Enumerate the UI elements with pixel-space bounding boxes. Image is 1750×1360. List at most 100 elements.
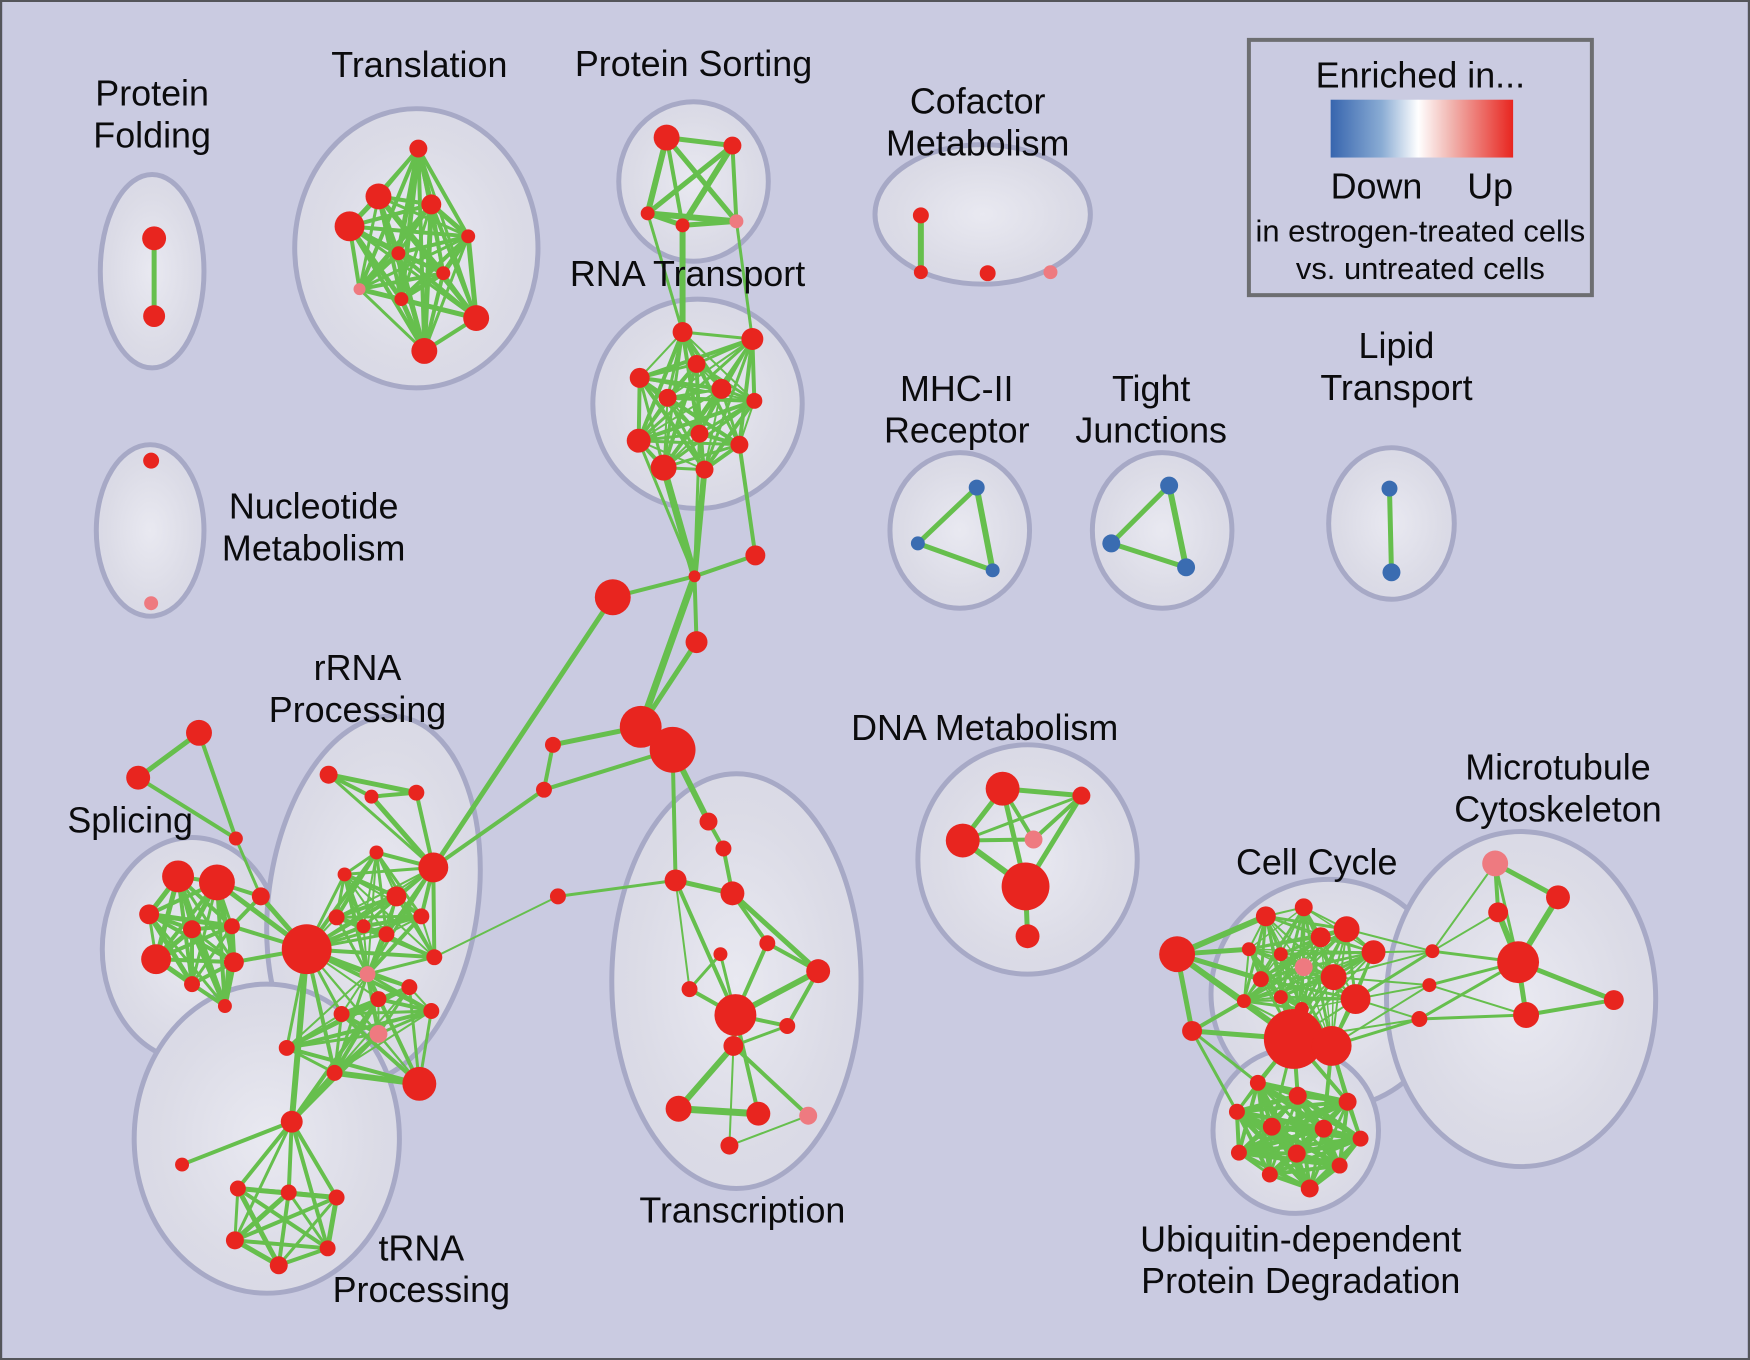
edge: [1190, 1029, 1260, 1085]
edge: [234, 837, 263, 898]
node-cc3: [1333, 916, 1360, 943]
node-cc10: [1320, 964, 1347, 991]
edge: [347, 224, 427, 353]
cluster-label-lipid-transport: Transport: [1320, 368, 1472, 408]
node-cl2: [536, 781, 552, 798]
edge: [1190, 1029, 1239, 1114]
node-rr12: [359, 966, 376, 983]
node-rr16: [333, 1006, 350, 1022]
node-cm3_: [720, 881, 745, 906]
node-ps2: [640, 206, 655, 221]
node-t4: [461, 229, 476, 244]
edge: [1417, 1013, 1528, 1021]
node-tn2: [280, 1184, 297, 1201]
node-tr1: [126, 765, 151, 790]
edge: [233, 1120, 294, 1242]
cluster-label-microtubule-cytoskeleton: Microtubule: [1465, 748, 1650, 788]
node-rr20: [326, 1064, 343, 1081]
edge: [556, 878, 678, 898]
node-ub0: [1249, 1074, 1266, 1091]
node-rt11: [695, 460, 714, 479]
cluster-ellipse-protein-sorting: [616, 99, 771, 264]
edge: [1524, 998, 1616, 1018]
node-ub9: [1331, 1157, 1348, 1174]
node-m1: [910, 536, 925, 551]
node-tx10: [720, 1136, 739, 1155]
node-tn5: [319, 1240, 336, 1257]
edge: [646, 211, 685, 334]
node-ub4: [1262, 1117, 1281, 1136]
node-ub6: [1352, 1130, 1369, 1147]
edge: [729, 890, 821, 974]
edge: [430, 594, 616, 870]
node-mc2: [1422, 978, 1437, 993]
node-rr11: [281, 924, 332, 975]
edge: [1386, 486, 1394, 575]
edge: [692, 574, 699, 645]
node-rt4: [658, 388, 677, 407]
node-tx0: [759, 935, 776, 952]
edge: [673, 878, 738, 1018]
edge: [190, 924, 234, 986]
cluster-label-mhc-ii-receptor: Receptor: [884, 411, 1030, 451]
cluster-label-dna-metabolism: DNA Metabolism: [851, 708, 1118, 748]
node-dm1: [1072, 786, 1091, 805]
cluster-ellipse-tight-junctions: [1089, 450, 1235, 611]
node-nm1: [144, 596, 159, 611]
edge: [915, 485, 980, 546]
cluster-label-mhc-ii-receptor: MHC-II: [900, 369, 1014, 409]
edge: [285, 997, 380, 1050]
node-cc2: [1294, 898, 1313, 917]
edge: [284, 1045, 422, 1086]
node-ub11: [1300, 1179, 1319, 1198]
edge: [285, 1032, 380, 1050]
node-cc4: [1310, 927, 1331, 948]
edge: [637, 572, 699, 731]
edge: [638, 331, 684, 379]
edge: [1236, 1126, 1327, 1156]
node-dm5: [1015, 924, 1040, 949]
edge: [276, 1190, 291, 1268]
node-cc9: [1252, 971, 1269, 988]
node-dm2: [945, 823, 980, 858]
edge: [358, 194, 380, 291]
edge: [734, 219, 754, 341]
edge: [1354, 949, 1434, 1001]
legend-title: Enriched in...: [1316, 56, 1525, 96]
node-sp5: [141, 944, 172, 975]
edge: [1242, 975, 1336, 1003]
edge: [693, 432, 702, 578]
edge: [637, 439, 706, 471]
node-ps4: [729, 214, 744, 229]
edge: [385, 933, 436, 959]
edge: [362, 925, 369, 976]
edge: [431, 787, 546, 870]
node-cj: [688, 570, 701, 583]
edge: [675, 1105, 762, 1118]
edge: [703, 337, 754, 472]
edge: [1247, 936, 1322, 951]
edge: [973, 484, 996, 574]
edge: [675, 1042, 737, 1112]
node-m0: [968, 479, 985, 496]
node-cr: [745, 545, 766, 566]
edge: [136, 775, 238, 841]
node-lt1: [1382, 563, 1401, 582]
node-t8: [394, 292, 409, 307]
edge: [288, 946, 310, 1125]
node-rr14: [401, 979, 418, 996]
node-cl3: [549, 888, 566, 905]
edge: [737, 337, 755, 447]
cluster-label-cofactor-metabolism: Metabolism: [886, 124, 1069, 164]
edge: [394, 894, 436, 959]
node-t1: [365, 183, 392, 210]
node-rr18: [369, 1024, 388, 1043]
node-pf0: [142, 226, 167, 251]
edge: [465, 233, 479, 321]
node-sp4: [223, 918, 240, 935]
node-mc1: [1425, 944, 1440, 959]
edge: [232, 1238, 330, 1251]
cluster-label-ubiquitin-degradation: Ubiquitin-dependent: [1140, 1219, 1461, 1259]
node-tj0: [1160, 476, 1179, 495]
